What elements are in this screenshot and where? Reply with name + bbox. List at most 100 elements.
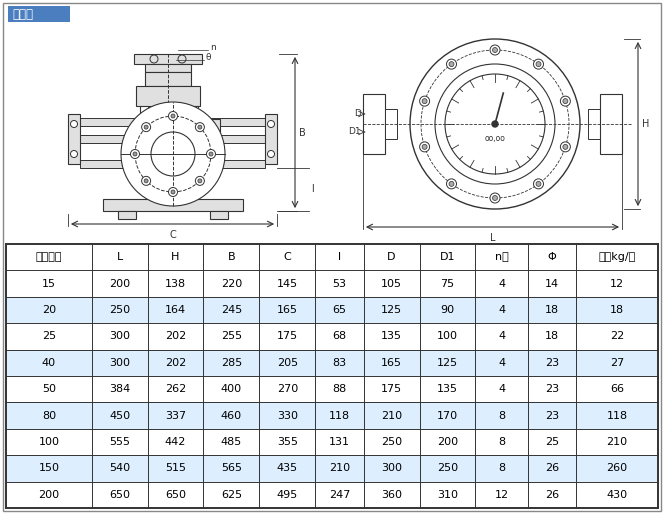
- Circle shape: [560, 96, 570, 106]
- Bar: [210, 211, 228, 219]
- Circle shape: [131, 150, 139, 158]
- Text: 26: 26: [544, 490, 559, 500]
- Text: 135: 135: [381, 332, 402, 341]
- Bar: [385, 109, 397, 139]
- Text: 262: 262: [165, 384, 186, 394]
- Text: 4: 4: [498, 305, 505, 315]
- Text: 540: 540: [109, 464, 130, 473]
- Circle shape: [171, 114, 175, 118]
- Text: 170: 170: [437, 411, 458, 420]
- Bar: [145, 64, 191, 72]
- Text: 8: 8: [498, 411, 505, 420]
- Text: D1: D1: [440, 252, 456, 262]
- Bar: [6, 350, 658, 376]
- Text: 12: 12: [495, 490, 509, 500]
- Circle shape: [171, 190, 175, 194]
- Text: 145: 145: [277, 279, 298, 288]
- Text: 125: 125: [381, 305, 402, 315]
- Bar: [6, 297, 658, 323]
- Text: l: l: [338, 252, 341, 262]
- Bar: [6, 429, 658, 455]
- Text: 8: 8: [498, 464, 505, 473]
- Circle shape: [421, 50, 569, 198]
- Circle shape: [536, 181, 541, 187]
- Bar: [68, 114, 80, 164]
- Bar: [103, 199, 243, 211]
- Text: 铸钢型: 铸钢型: [12, 8, 33, 21]
- Circle shape: [449, 62, 454, 67]
- Bar: [80, 135, 142, 143]
- Text: 165: 165: [277, 305, 297, 315]
- Bar: [6, 323, 658, 350]
- Text: 40: 40: [42, 358, 56, 368]
- Text: B: B: [299, 127, 305, 138]
- Text: 公称通径: 公称通径: [36, 252, 62, 262]
- Text: H: H: [171, 252, 180, 262]
- Text: Φ: Φ: [547, 252, 556, 262]
- Text: 50: 50: [42, 384, 56, 394]
- Text: 247: 247: [329, 490, 350, 500]
- Bar: [588, 109, 600, 139]
- Bar: [203, 160, 265, 168]
- Text: θ: θ: [206, 53, 212, 62]
- Circle shape: [533, 179, 544, 189]
- Circle shape: [493, 195, 497, 200]
- Text: 330: 330: [277, 411, 297, 420]
- Text: 4: 4: [498, 332, 505, 341]
- Text: 270: 270: [277, 384, 298, 394]
- Text: 22: 22: [610, 332, 624, 341]
- Text: 255: 255: [221, 332, 242, 341]
- Circle shape: [70, 151, 78, 157]
- Text: L: L: [490, 233, 495, 243]
- Text: 200: 200: [437, 437, 458, 447]
- Circle shape: [493, 47, 497, 52]
- Bar: [80, 118, 142, 126]
- Circle shape: [560, 142, 570, 152]
- Circle shape: [533, 59, 544, 69]
- Text: 202: 202: [165, 332, 186, 341]
- Text: 4: 4: [498, 279, 505, 288]
- Text: 565: 565: [221, 464, 242, 473]
- Text: 515: 515: [165, 464, 186, 473]
- Text: 23: 23: [544, 358, 559, 368]
- Text: oo,oo: oo,oo: [485, 134, 505, 142]
- Text: 4: 4: [498, 384, 505, 394]
- Text: 200: 200: [39, 490, 59, 500]
- Text: 450: 450: [109, 411, 130, 420]
- Text: 310: 310: [437, 490, 458, 500]
- Text: 150: 150: [39, 464, 59, 473]
- Text: 285: 285: [221, 358, 242, 368]
- Text: 460: 460: [221, 411, 242, 420]
- Text: 4: 4: [498, 358, 505, 368]
- Text: 360: 360: [381, 490, 402, 500]
- Text: 300: 300: [381, 464, 402, 473]
- Text: D1: D1: [349, 127, 361, 137]
- Text: 245: 245: [221, 305, 242, 315]
- Bar: [6, 455, 658, 482]
- Circle shape: [422, 99, 427, 104]
- Text: 650: 650: [109, 490, 130, 500]
- Text: 65: 65: [333, 305, 347, 315]
- Bar: [363, 94, 385, 154]
- Text: 18: 18: [610, 305, 624, 315]
- Bar: [6, 244, 658, 508]
- Circle shape: [195, 176, 205, 186]
- Text: 625: 625: [221, 490, 242, 500]
- Text: 14: 14: [544, 279, 559, 288]
- Text: 68: 68: [333, 332, 347, 341]
- Text: 23: 23: [544, 411, 559, 420]
- Circle shape: [195, 123, 205, 132]
- Text: 202: 202: [165, 358, 186, 368]
- Text: L: L: [116, 252, 123, 262]
- Text: 300: 300: [109, 358, 130, 368]
- Bar: [134, 54, 202, 64]
- Text: 125: 125: [437, 358, 458, 368]
- Text: 88: 88: [332, 384, 347, 394]
- Circle shape: [141, 176, 151, 186]
- Bar: [203, 135, 265, 143]
- Text: H: H: [642, 119, 649, 129]
- Text: 175: 175: [381, 384, 402, 394]
- Circle shape: [435, 64, 555, 184]
- Circle shape: [121, 102, 225, 206]
- Circle shape: [420, 96, 430, 106]
